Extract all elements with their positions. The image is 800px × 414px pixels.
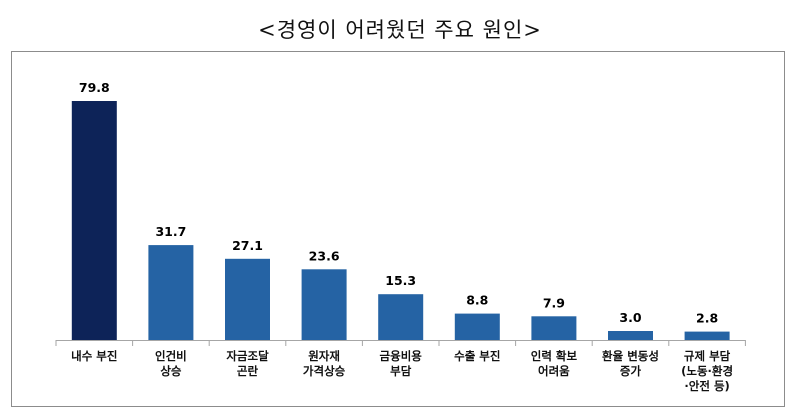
category-label-line: 환율 변동성 (602, 349, 659, 363)
category-label-line: 인건비 (155, 349, 187, 363)
category-label-line: 원자재 (308, 349, 340, 363)
category-label-line: 규제 부담 (684, 349, 731, 363)
chart-title: <경영이 어려웠던 주요 원인> (258, 18, 542, 42)
category-label-4: 원자재 가격상승 (303, 349, 346, 378)
category-label-line: 가격상승 (303, 364, 346, 378)
category-label-line: 증가 (620, 364, 642, 378)
category-label-8: 환율 변동성 증가 (602, 349, 659, 378)
value-label-1: 79.8 (79, 80, 110, 95)
value-label-9: 2.8 (696, 311, 718, 326)
category-label-3: 자금조달 곤란 (226, 349, 269, 378)
bar-5 (378, 294, 424, 340)
bar-6 (454, 313, 500, 340)
value-label-7: 7.9 (543, 295, 565, 310)
bar-1 (71, 101, 117, 340)
chart-frame (11, 51, 785, 407)
category-label-line: ·안전 등) (684, 379, 729, 393)
bar-7 (531, 316, 577, 340)
value-label-2: 31.7 (155, 224, 186, 239)
category-label-line: 곤란 (237, 364, 259, 378)
category-label-9: 규제 부담 (노동·환경 ·안전 등) (681, 349, 733, 393)
value-label-3: 27.1 (232, 238, 263, 253)
bar-2 (148, 245, 194, 340)
category-label-line: (노동·환경 (681, 364, 733, 378)
category-label-5: 금융비용 부담 (380, 349, 423, 378)
category-label-7: 인력 확보 어려움 (531, 349, 578, 378)
category-label-2: 인건비 상승 (155, 349, 187, 378)
value-label-4: 23.6 (309, 248, 340, 263)
value-label-5: 15.3 (385, 273, 416, 288)
bar-8 (608, 331, 653, 340)
category-label-1: 내수 부진 (71, 349, 117, 363)
category-label-6: 수출 부진 (454, 349, 500, 363)
bar-9 (684, 331, 730, 340)
bar-4 (301, 269, 347, 340)
category-label-line: 자금조달 (226, 349, 269, 363)
bar-3 (225, 258, 270, 340)
category-label-line: 어려움 (538, 364, 570, 378)
category-label-line: 인력 확보 (531, 349, 578, 363)
category-label-line: 금융비용 (380, 349, 423, 363)
value-label-8: 3.0 (619, 310, 641, 325)
category-label-line: 상승 (160, 364, 182, 378)
category-label-line: 수출 부진 (454, 349, 500, 363)
value-label-6: 8.8 (466, 293, 488, 308)
category-label-line: 부담 (390, 364, 412, 378)
category-label-line: 내수 부진 (71, 349, 117, 363)
